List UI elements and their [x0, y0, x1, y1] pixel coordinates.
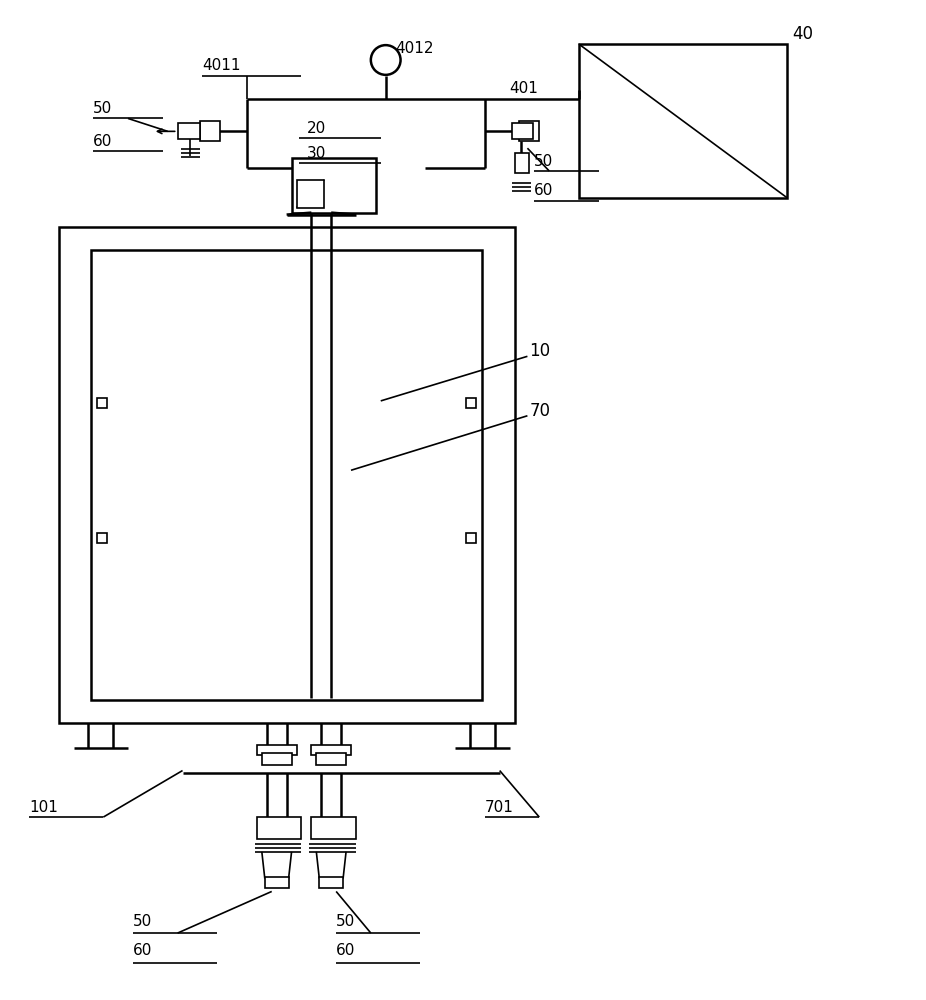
Bar [265, 877, 289, 888]
Text: 60: 60 [534, 183, 554, 198]
Text: 4011: 4011 [203, 58, 241, 73]
Bar [466, 398, 476, 408]
Bar [257, 745, 296, 755]
Text: 10: 10 [530, 342, 551, 360]
Bar [262, 753, 292, 765]
Bar [292, 158, 376, 213]
Bar [296, 180, 324, 208]
Text: 50: 50 [94, 101, 113, 116]
Bar [200, 121, 220, 141]
Bar [311, 817, 356, 839]
Text: 30: 30 [307, 146, 326, 161]
Text: 70: 70 [530, 402, 550, 420]
Bar [466, 533, 476, 543]
Bar [97, 398, 107, 408]
Bar [257, 817, 302, 839]
Text: 50: 50 [534, 154, 554, 169]
Bar [579, 44, 787, 198]
Text: 60: 60 [336, 943, 356, 958]
Text: 4012: 4012 [395, 41, 434, 56]
Bar [58, 227, 515, 723]
Text: 40: 40 [792, 25, 813, 43]
Bar [311, 745, 351, 755]
Text: 101: 101 [29, 800, 57, 815]
Bar [519, 121, 539, 141]
Text: 50: 50 [133, 914, 152, 929]
Bar [97, 533, 107, 543]
Bar [317, 753, 346, 765]
Text: 401: 401 [509, 81, 538, 96]
Text: 701: 701 [485, 800, 514, 815]
Text: 20: 20 [307, 121, 326, 136]
Bar [178, 123, 200, 139]
Bar [515, 153, 530, 173]
Circle shape [370, 45, 401, 75]
Bar [92, 250, 482, 700]
Text: 60: 60 [94, 134, 113, 149]
Bar [511, 123, 533, 139]
Text: 50: 50 [336, 914, 356, 929]
Bar [319, 877, 344, 888]
Text: 60: 60 [133, 943, 153, 958]
